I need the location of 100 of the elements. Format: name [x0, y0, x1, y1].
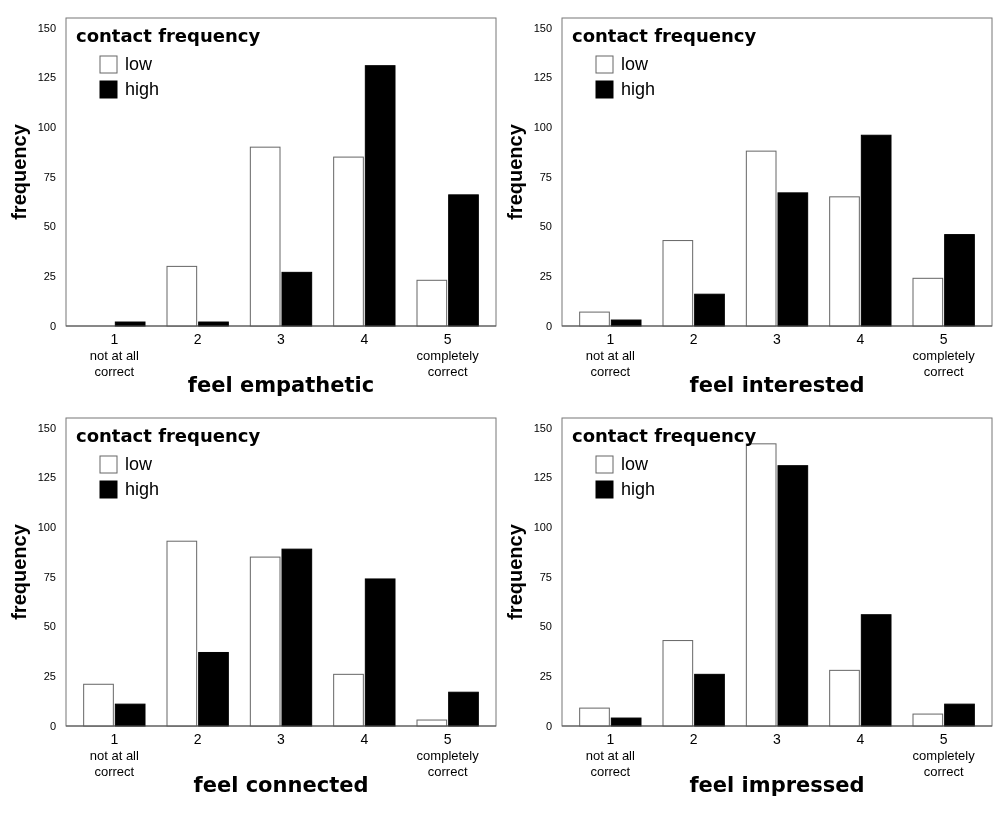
y-tick-label: 150 — [533, 21, 552, 34]
bar — [83, 683, 114, 727]
legend-label: low — [621, 454, 650, 474]
bar — [944, 234, 975, 327]
legend-label: high — [125, 79, 160, 99]
bar — [662, 240, 694, 327]
legend-label: low — [125, 54, 154, 74]
x-tick-label: 2 — [193, 331, 202, 347]
bar — [249, 556, 281, 727]
x-tick-label: 3 — [773, 731, 782, 747]
bar — [860, 134, 892, 327]
bar — [448, 194, 479, 327]
y-tick-label: 75 — [43, 170, 56, 183]
legend-title: contact frequency — [572, 425, 757, 446]
legend-title: contact frequency — [572, 25, 757, 46]
x-tick-label: 1 not at all correct — [585, 331, 636, 379]
x-tick-label: 4 — [856, 731, 865, 747]
y-axis-title: frequency — [504, 523, 526, 620]
bar — [198, 651, 229, 727]
y-tick-label: 100 — [37, 121, 56, 134]
x-tick-label: 5 completely correct — [416, 331, 480, 379]
y-tick-label: 25 — [43, 270, 56, 283]
legend-label: high — [621, 479, 656, 499]
y-tick-label: 75 — [43, 570, 56, 583]
bar — [364, 578, 396, 727]
legend-title: contact frequency — [76, 425, 261, 446]
y-tick-label: 50 — [43, 620, 56, 633]
x-tick-label: 1 not at all correct — [89, 331, 140, 379]
x-tick-label: 1 not at all correct — [89, 731, 140, 779]
x-tick-label: 5 completely correct — [912, 331, 976, 379]
bar — [912, 713, 944, 727]
bar — [662, 640, 694, 727]
y-tick-label: 125 — [37, 71, 56, 84]
y-axis-title: frequency — [8, 123, 30, 220]
x-tick-label: 4 — [360, 731, 369, 747]
x-axis-title: feel impressed — [689, 773, 865, 797]
bar — [448, 691, 479, 727]
x-axis-title: feel empathetic — [187, 373, 375, 397]
x-tick-label: 5 completely correct — [912, 731, 976, 779]
legend-label: low — [125, 454, 154, 474]
y-tick-label: 25 — [539, 670, 552, 683]
x-tick-label: 4 — [856, 331, 865, 347]
x-tick-label: 3 — [773, 331, 782, 347]
bar — [610, 717, 642, 727]
bar — [114, 703, 146, 727]
bar — [333, 673, 364, 727]
y-tick-label: 25 — [539, 270, 552, 283]
x-axis-title: feel interested — [689, 373, 865, 397]
bar — [281, 271, 313, 327]
y-axis-title: frequency — [8, 523, 30, 620]
y-tick-label: 150 — [37, 421, 56, 434]
x-tick-label: 3 — [277, 331, 286, 347]
bar — [579, 311, 610, 327]
x-tick-label: 3 — [277, 731, 286, 747]
y-tick-label: 50 — [539, 620, 552, 633]
y-tick-label: 50 — [43, 220, 56, 233]
bar — [694, 293, 725, 327]
bar — [912, 277, 944, 327]
bar — [745, 150, 777, 327]
bar — [166, 540, 198, 727]
y-tick-label: 0 — [49, 319, 56, 332]
y-tick-label: 50 — [539, 220, 552, 233]
y-tick-label: 75 — [539, 570, 552, 583]
x-tick-label: 4 — [360, 331, 369, 347]
bar — [944, 703, 975, 727]
x-tick-label: 1 not at all correct — [585, 731, 636, 779]
legend-label: low — [621, 54, 650, 74]
bar — [249, 146, 281, 327]
y-tick-label: 125 — [533, 71, 552, 84]
bar — [579, 707, 610, 727]
bar — [777, 465, 809, 727]
bar — [281, 548, 313, 727]
y-tick-label: 150 — [533, 421, 552, 434]
y-tick-label: 0 — [49, 719, 56, 732]
bar — [166, 265, 198, 327]
y-axis-title: frequency — [504, 123, 526, 220]
bar — [777, 192, 809, 327]
bar — [829, 196, 860, 327]
bar — [364, 65, 396, 327]
y-tick-label: 75 — [539, 170, 552, 183]
y-tick-label: 100 — [533, 121, 552, 134]
y-tick-label: 100 — [533, 521, 552, 534]
bar — [333, 156, 364, 327]
y-tick-label: 150 — [37, 21, 56, 34]
legend-title: contact frequency — [76, 25, 261, 46]
y-tick-label: 100 — [37, 521, 56, 534]
y-tick-label: 125 — [533, 471, 552, 484]
x-tick-label: 2 — [193, 731, 202, 747]
y-tick-label: 125 — [37, 471, 56, 484]
x-axis-title: feel connected — [193, 773, 369, 797]
legend-label: high — [125, 479, 160, 499]
x-tick-label: 2 — [689, 331, 698, 347]
y-tick-label: 0 — [545, 719, 552, 732]
legend-label: high — [621, 79, 656, 99]
bar — [416, 279, 448, 327]
bar — [860, 614, 892, 727]
y-tick-label: 25 — [43, 670, 56, 683]
bar — [694, 673, 725, 727]
x-tick-label: 2 — [689, 731, 698, 747]
x-tick-label: 5 completely correct — [416, 731, 480, 779]
